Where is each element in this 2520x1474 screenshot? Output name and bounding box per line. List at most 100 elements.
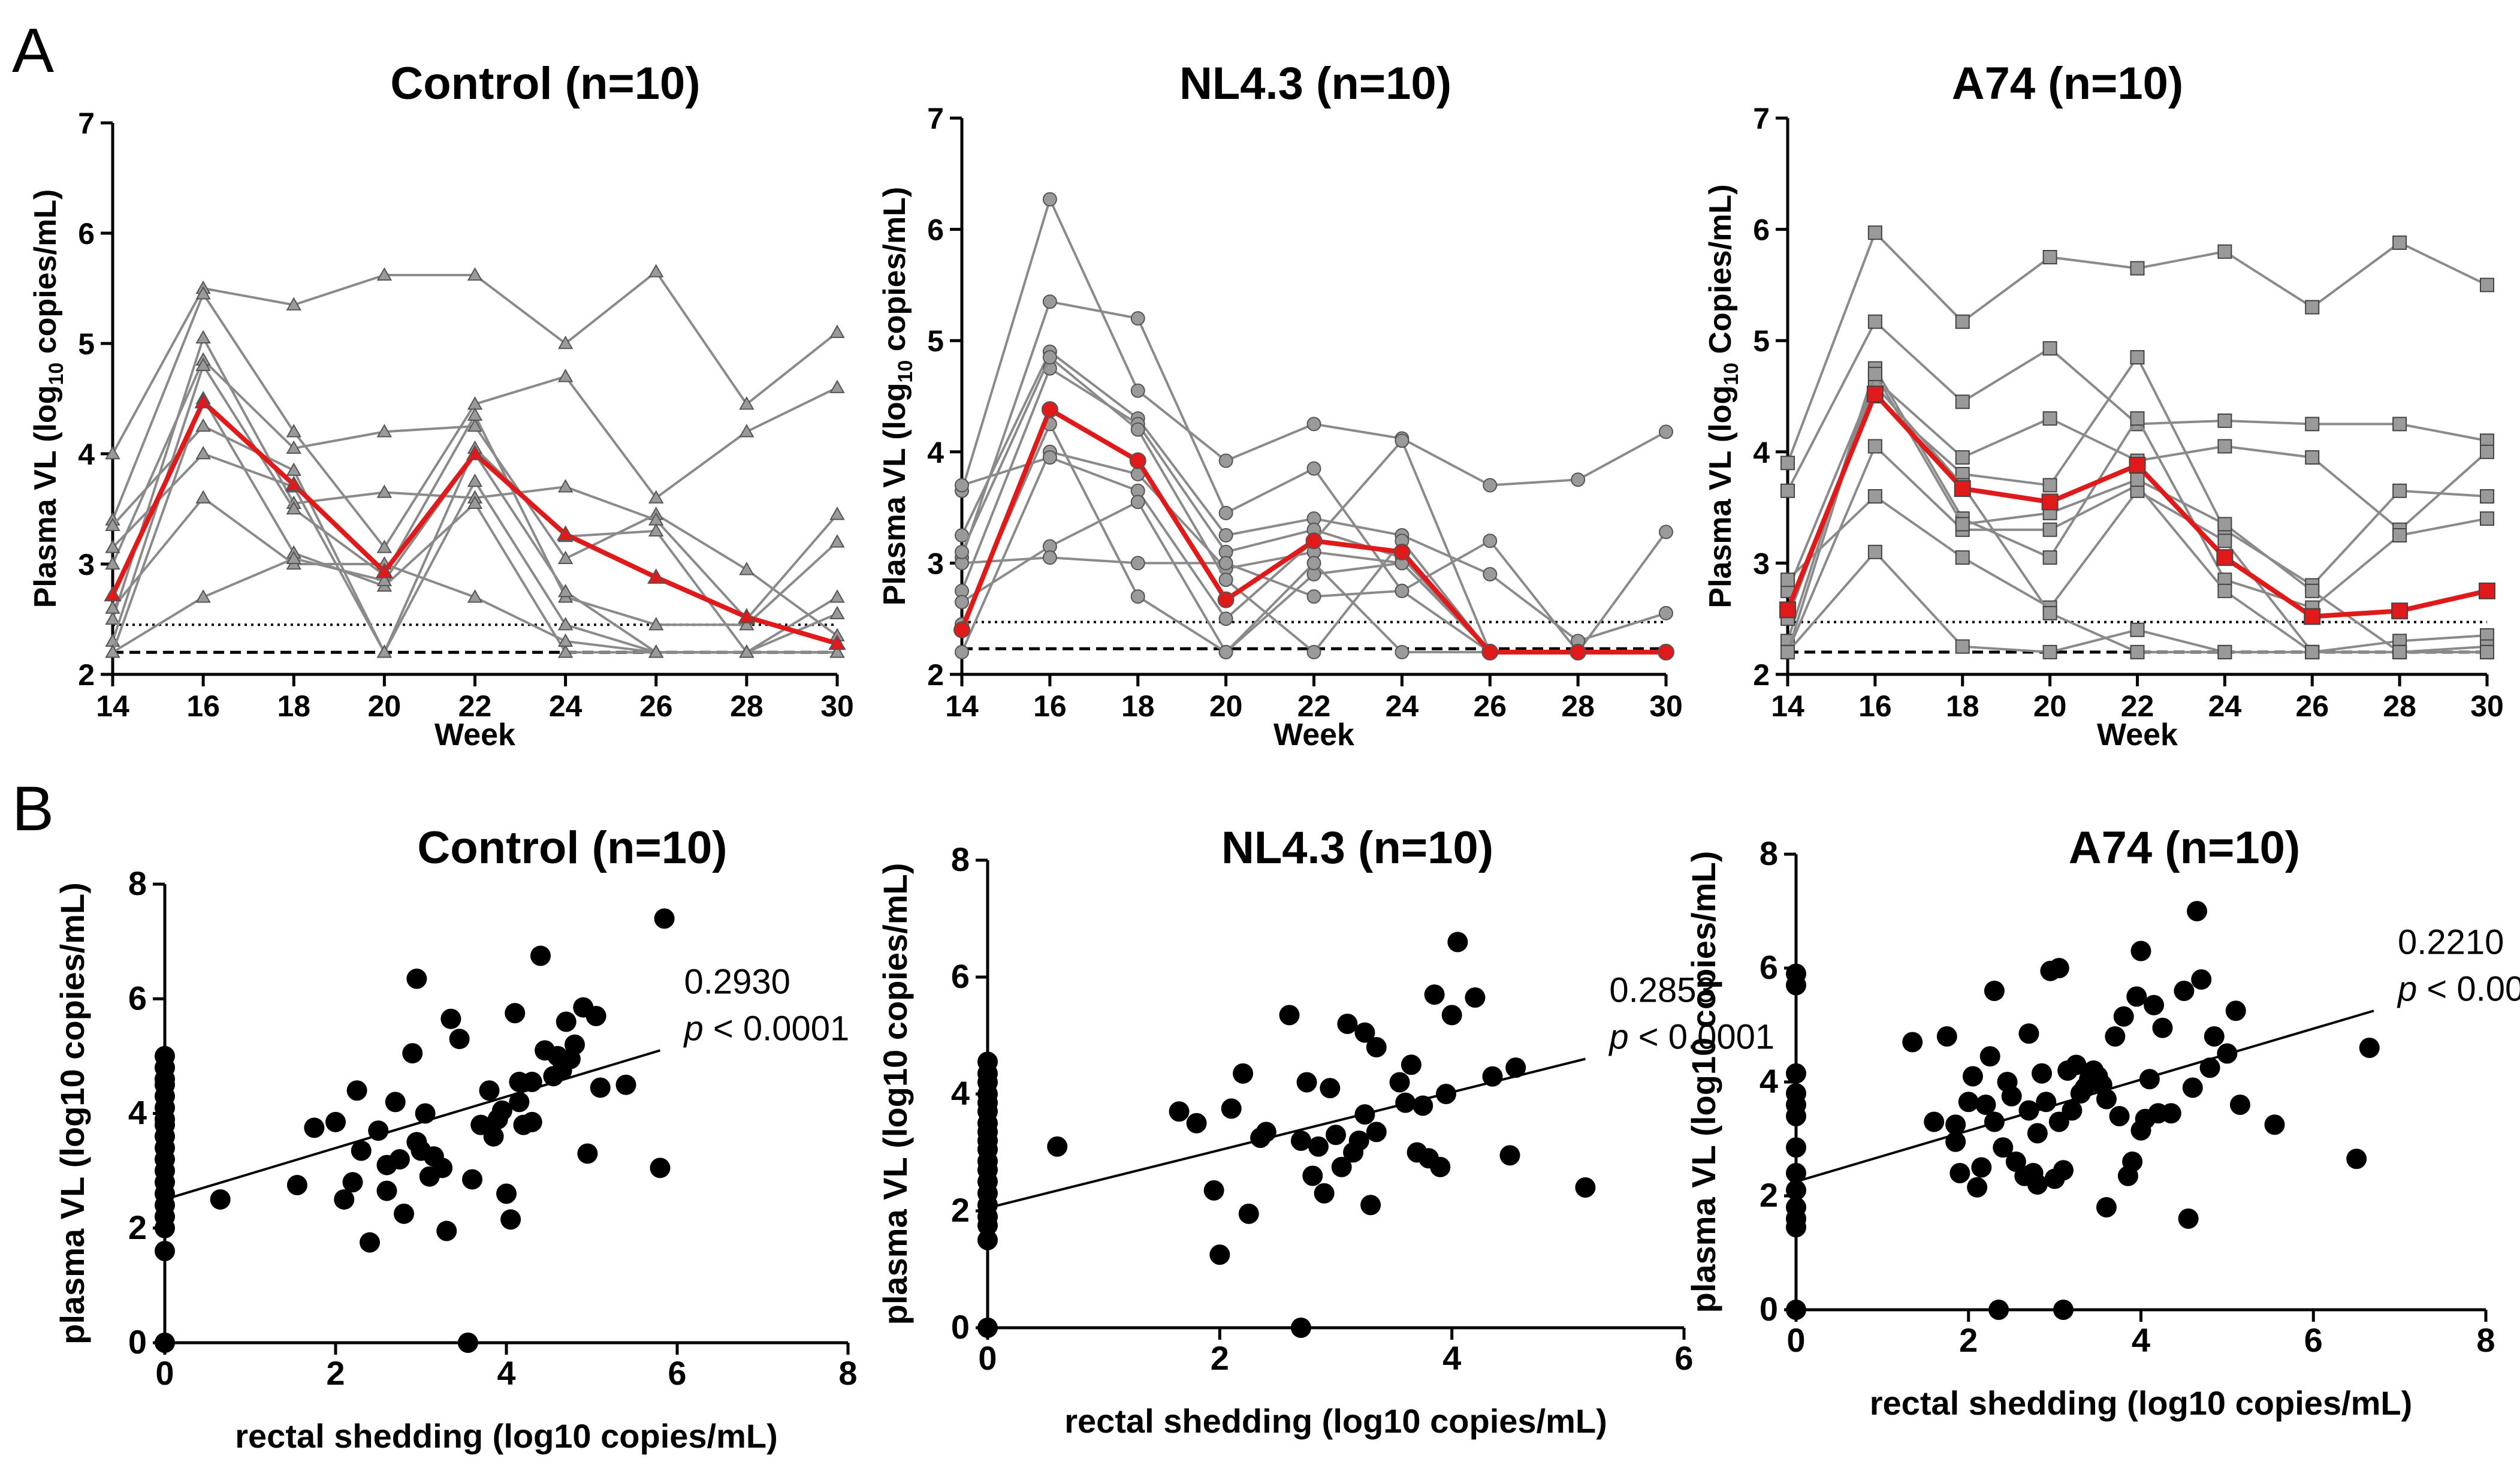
scatter-point xyxy=(2066,1054,2087,1075)
data-point xyxy=(376,572,393,586)
scatter-point xyxy=(977,1229,998,1250)
data-point xyxy=(739,617,755,631)
scatter-point xyxy=(2199,1057,2220,1078)
scatter-point xyxy=(1337,1014,1358,1034)
scatter-point xyxy=(1505,1057,1526,1078)
data-point xyxy=(2480,444,2494,459)
y-tick-label: 0 xyxy=(951,1308,970,1346)
mean-point xyxy=(466,444,484,460)
scatter-point xyxy=(1314,1183,1335,1204)
data-point xyxy=(195,330,211,344)
x-tick-label: 28 xyxy=(1561,689,1595,723)
data-point xyxy=(829,605,845,620)
x-tick-label: 0 xyxy=(978,1339,997,1377)
data-point xyxy=(557,583,574,598)
p-value: p < 0.0001 xyxy=(683,1009,850,1048)
x-tick-label: 4 xyxy=(2132,1321,2150,1359)
data-point xyxy=(2217,517,2232,532)
p-value: p < 0.0001 xyxy=(1608,1018,1774,1057)
data-point xyxy=(195,490,211,504)
x-tick-label: 8 xyxy=(2476,1321,2495,1359)
data-point xyxy=(1306,461,1321,476)
data-point xyxy=(2042,550,2057,565)
mean-point xyxy=(2479,582,2495,599)
series-animal-1 xyxy=(105,264,845,460)
y-axis-label: Plasma VL (log10 copies/mL) xyxy=(28,189,68,608)
data-point xyxy=(105,539,120,553)
data-point xyxy=(2392,528,2407,542)
mean-point xyxy=(1658,643,1674,661)
data-point xyxy=(955,644,969,659)
y-axis-label: Plasma VL (log10 Copies/mL) xyxy=(1703,184,1743,608)
scatter-point xyxy=(1290,1131,1311,1151)
data-point xyxy=(1395,644,1410,659)
data-point xyxy=(1867,544,1882,559)
scatter-point xyxy=(286,1175,307,1196)
data-point xyxy=(1955,314,1970,329)
y-tick-label: 8 xyxy=(128,864,147,902)
mean-point xyxy=(2041,493,2059,511)
mean-point xyxy=(738,608,756,624)
scatter-point xyxy=(505,1003,526,1024)
data-point xyxy=(1571,472,1586,487)
x-tick-label: 16 xyxy=(1858,689,1892,723)
data-point xyxy=(2042,644,2057,659)
y-tick-label: 2 xyxy=(1760,1176,1778,1214)
scatter-point xyxy=(351,1140,372,1161)
data-point xyxy=(2305,450,2320,465)
r-value: 0.2853 xyxy=(1609,971,1715,1010)
x-tick-label: 22 xyxy=(458,689,492,723)
data-point xyxy=(648,523,664,537)
scatter-point xyxy=(2126,986,2147,1007)
data-point xyxy=(1218,556,1233,571)
scatter-point xyxy=(1238,1203,1259,1224)
y-tick-label: 6 xyxy=(951,957,970,995)
scatter-point xyxy=(496,1183,517,1204)
y-tick-label: 2 xyxy=(927,658,944,692)
x-tick-label: 24 xyxy=(549,689,583,723)
data-point xyxy=(1780,572,1795,587)
data-point xyxy=(195,445,211,460)
data-point xyxy=(739,396,755,410)
scatter-point xyxy=(1465,987,1486,1008)
scatter-point xyxy=(432,1158,453,1178)
x-tick-label: 20 xyxy=(368,689,402,723)
y-tick-label: 3 xyxy=(1753,547,1770,580)
p-label: p xyxy=(683,1009,704,1048)
scatter-point xyxy=(342,1172,363,1193)
data-point xyxy=(1867,366,1882,381)
scatter-point xyxy=(2144,994,2165,1015)
scatter-point xyxy=(2174,981,2195,1001)
scatter-point xyxy=(1988,1300,2009,1320)
chart-4: Control (n=10) 0 2 4 6 8 0 2 4 6 8 plasma VL (log10… xyxy=(53,822,858,1455)
data-point xyxy=(2042,522,2057,537)
series-mean xyxy=(953,401,1674,661)
scatter-point xyxy=(1786,1063,1806,1084)
data-point xyxy=(2130,350,2145,365)
scatter-point xyxy=(1169,1101,1190,1122)
data-point xyxy=(376,484,393,498)
y-axis-label-part: Plasma VL (log xyxy=(28,385,63,608)
data-point xyxy=(467,267,483,281)
scatter-point xyxy=(1320,1078,1341,1099)
y-tick-label: 7 xyxy=(1753,102,1770,135)
scatter-point xyxy=(389,1149,410,1169)
mean-point xyxy=(104,586,122,602)
x-axis-label: Week xyxy=(1273,718,1354,752)
scatter-point xyxy=(1575,1177,1596,1198)
chart-title: Control (n=10) xyxy=(417,822,727,873)
scatter-point xyxy=(449,1029,470,1050)
data-point xyxy=(1130,495,1145,510)
x-tick-label: 20 xyxy=(1209,689,1243,723)
series-line xyxy=(111,396,838,654)
chart-6: A74 (n=10) 0 2 4 6 8 0 2 4 6 8 plasma VL (log10 cop… xyxy=(1685,822,2520,1422)
data-point xyxy=(739,424,755,438)
mean-point xyxy=(1866,385,1884,403)
series-animal-5 xyxy=(955,444,1673,659)
data-point xyxy=(195,357,211,372)
r-value: 0.2930 xyxy=(684,962,790,1001)
scatter-point xyxy=(1360,1195,1381,1216)
scatter-point xyxy=(2105,1026,2126,1047)
chart-title: NL4.3 (n=10) xyxy=(1179,58,1451,109)
data-point xyxy=(1780,483,1795,498)
